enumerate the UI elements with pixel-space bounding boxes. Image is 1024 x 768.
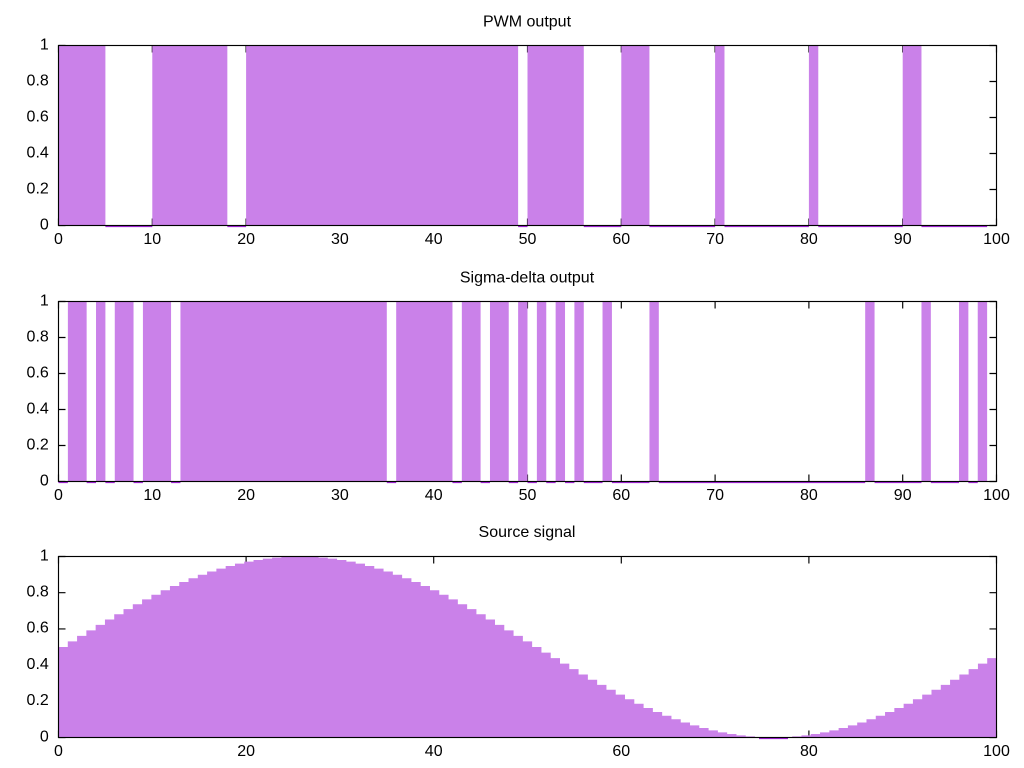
svg-text:0: 0 xyxy=(54,231,63,248)
svg-text:0.4: 0.4 xyxy=(27,144,49,161)
svg-text:40: 40 xyxy=(425,231,443,248)
svg-text:10: 10 xyxy=(143,231,161,248)
svg-text:0.4: 0.4 xyxy=(27,656,49,673)
svg-text:10: 10 xyxy=(143,487,161,504)
svg-text:Source signal: Source signal xyxy=(479,524,576,541)
svg-text:Sigma-delta output: Sigma-delta output xyxy=(460,269,595,286)
svg-text:0.8: 0.8 xyxy=(27,328,49,345)
svg-text:60: 60 xyxy=(612,743,630,760)
svg-text:100: 100 xyxy=(983,231,1010,248)
svg-text:90: 90 xyxy=(894,487,912,504)
svg-text:0: 0 xyxy=(40,216,49,233)
svg-text:100: 100 xyxy=(983,487,1010,504)
svg-text:100: 100 xyxy=(983,743,1010,760)
svg-text:0: 0 xyxy=(40,472,49,489)
svg-text:0.6: 0.6 xyxy=(27,620,49,637)
svg-text:30: 30 xyxy=(331,231,349,248)
svg-text:40: 40 xyxy=(425,487,443,504)
svg-text:0.8: 0.8 xyxy=(27,72,49,89)
svg-text:20: 20 xyxy=(237,487,255,504)
svg-text:70: 70 xyxy=(706,231,724,248)
svg-text:PWM output: PWM output xyxy=(483,14,572,31)
svg-text:0.2: 0.2 xyxy=(27,180,49,197)
svg-text:0: 0 xyxy=(54,487,63,504)
svg-text:0.2: 0.2 xyxy=(27,436,49,453)
svg-text:0.2: 0.2 xyxy=(27,692,49,709)
svg-text:1: 1 xyxy=(40,292,49,309)
svg-text:0: 0 xyxy=(54,743,63,760)
svg-text:0: 0 xyxy=(40,728,49,745)
svg-text:70: 70 xyxy=(706,487,724,504)
svg-text:60: 60 xyxy=(612,231,630,248)
svg-text:1: 1 xyxy=(40,547,49,564)
svg-text:60: 60 xyxy=(612,487,630,504)
svg-text:0.6: 0.6 xyxy=(27,364,49,381)
svg-text:90: 90 xyxy=(894,231,912,248)
svg-text:20: 20 xyxy=(237,231,255,248)
svg-text:80: 80 xyxy=(800,743,818,760)
svg-text:0.8: 0.8 xyxy=(27,584,49,601)
svg-text:1: 1 xyxy=(40,36,49,53)
svg-text:0.4: 0.4 xyxy=(27,400,49,417)
svg-text:40: 40 xyxy=(425,743,443,760)
svg-text:50: 50 xyxy=(519,231,537,248)
svg-text:80: 80 xyxy=(800,231,818,248)
svg-text:80: 80 xyxy=(800,487,818,504)
svg-text:50: 50 xyxy=(519,487,537,504)
svg-text:20: 20 xyxy=(237,743,255,760)
svg-text:30: 30 xyxy=(331,487,349,504)
svg-text:0.6: 0.6 xyxy=(27,108,49,125)
